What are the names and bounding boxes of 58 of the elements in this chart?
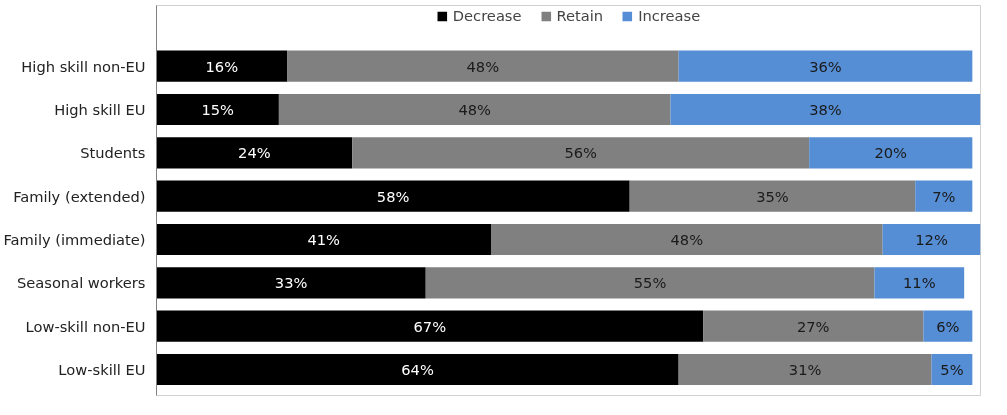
- data-label: 48%: [670, 231, 704, 248]
- bar: [915, 180, 973, 212]
- data-label: 15%: [201, 101, 235, 118]
- data-label: 48%: [458, 101, 492, 118]
- data-label: 64%: [401, 361, 434, 378]
- data-label: 16%: [205, 57, 239, 75]
- bar: [678, 353, 932, 386]
- bar: [156, 353, 679, 386]
- bar: [278, 93, 671, 126]
- bar: [923, 310, 973, 342]
- bar: [156, 93, 279, 126]
- data-label: 38%: [809, 101, 842, 118]
- bar: [425, 267, 875, 299]
- legend-label: Increase: [638, 7, 701, 24]
- data-label: 31%: [788, 361, 822, 378]
- bar: [156, 223, 491, 256]
- y-tick-label: Low-skill non-EU: [25, 317, 146, 335]
- bar: [352, 137, 810, 169]
- data-label: 5%: [940, 361, 964, 378]
- data-label: 33%: [274, 274, 308, 292]
- data-label: 55%: [633, 274, 667, 292]
- data-label: 67%: [413, 317, 447, 335]
- bar: [287, 50, 679, 82]
- legend-label: Decrease: [452, 7, 522, 24]
- bar: [156, 137, 353, 169]
- bar: [629, 180, 916, 212]
- bar: [874, 267, 965, 299]
- bar: [809, 137, 973, 169]
- y-tick-label: Low-skill EU: [58, 361, 146, 378]
- data-label: 20%: [874, 144, 908, 162]
- data-label: 56%: [564, 144, 598, 162]
- data-label: 36%: [809, 57, 842, 75]
- bar: [156, 180, 630, 212]
- bar: [491, 223, 883, 256]
- data-label: 11%: [903, 274, 936, 292]
- legend-label: Retain: [556, 7, 604, 24]
- y-tick-label: Students: [80, 144, 146, 162]
- bar: [678, 50, 973, 82]
- data-label: 24%: [238, 144, 271, 162]
- bar: [703, 310, 924, 342]
- y-tick-label: Family (extended): [13, 187, 146, 205]
- data-label: 12%: [915, 231, 948, 248]
- bar: [156, 310, 704, 342]
- y-tick-label: Family (immediate): [3, 231, 146, 248]
- data-label: 6%: [936, 317, 960, 335]
- data-label: 7%: [932, 187, 956, 205]
- bar: [670, 93, 981, 126]
- bar: [156, 267, 426, 299]
- y-tick-label: High skill EU: [54, 101, 146, 118]
- y-tick-label: High skill non-EU: [21, 57, 146, 75]
- data-label: 48%: [466, 57, 500, 75]
- data-label: 27%: [796, 317, 830, 335]
- y-tick-label: Seasonal workers: [16, 274, 146, 292]
- data-label: 41%: [307, 231, 341, 248]
- data-label: 58%: [376, 187, 410, 205]
- bar: [882, 223, 981, 256]
- data-label: 35%: [756, 187, 789, 205]
- bar: [156, 50, 288, 82]
